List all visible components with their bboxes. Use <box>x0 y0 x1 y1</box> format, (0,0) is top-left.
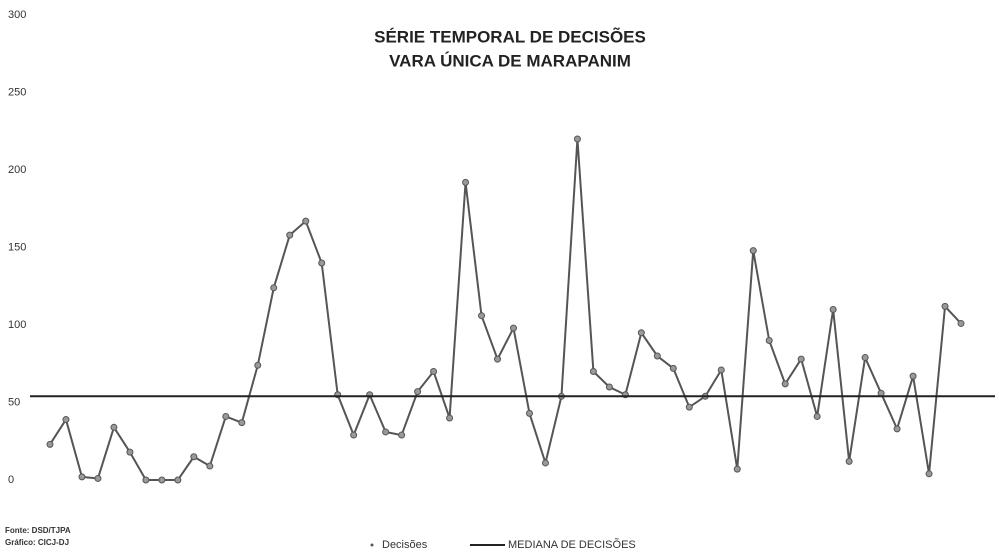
point <box>941 302 949 310</box>
point <box>637 329 645 337</box>
point <box>462 178 470 186</box>
point <box>525 409 533 417</box>
legend-label: Decisões <box>382 539 428 551</box>
point <box>733 465 741 473</box>
point <box>254 361 262 369</box>
point <box>669 364 677 372</box>
point <box>909 372 917 380</box>
legend-label: MEDIANA DE DECISÕES <box>508 538 636 551</box>
point <box>829 306 837 313</box>
y-tick-label: 100 <box>8 319 26 331</box>
point <box>509 324 517 332</box>
point <box>653 352 661 360</box>
point <box>206 462 214 470</box>
point <box>893 425 901 433</box>
point <box>398 431 406 439</box>
point <box>541 459 549 467</box>
point <box>126 448 134 456</box>
point <box>286 231 294 239</box>
point <box>797 355 805 363</box>
chart-subtitle: VARA ÚNICA DE MARAPANIM <box>389 51 631 70</box>
point <box>222 412 230 420</box>
point <box>494 355 502 363</box>
point <box>414 388 422 396</box>
point <box>446 414 454 422</box>
point <box>605 383 613 391</box>
point <box>685 403 693 411</box>
point <box>430 368 438 375</box>
point <box>190 453 198 461</box>
point <box>270 284 278 292</box>
point <box>158 476 166 484</box>
series-line <box>49 138 962 481</box>
point <box>142 476 150 484</box>
point <box>238 419 246 427</box>
point <box>318 259 326 267</box>
point <box>781 380 789 388</box>
y-tick-label: 50 <box>8 396 20 408</box>
point <box>94 474 102 482</box>
point <box>350 431 358 439</box>
point <box>573 135 581 143</box>
point <box>765 337 773 344</box>
point <box>46 440 54 448</box>
point <box>382 428 390 436</box>
point <box>861 354 869 362</box>
y-tick-label: 300 <box>8 9 26 21</box>
point <box>302 217 310 225</box>
point <box>845 457 853 465</box>
y-tick-label: 0 <box>8 474 14 486</box>
legend-marker <box>370 543 374 547</box>
point <box>813 412 821 420</box>
point <box>589 368 597 375</box>
point <box>174 476 182 484</box>
y-tick-label: 250 <box>8 86 26 98</box>
y-tick-label: 150 <box>8 241 26 253</box>
point <box>925 470 933 478</box>
chart-title: SÉRIE TEMPORAL DE DECISÕES <box>374 26 646 46</box>
point <box>749 247 757 255</box>
credit: Gráfico: CICJ-DJ <box>5 538 69 547</box>
point <box>478 312 486 320</box>
point <box>110 423 118 431</box>
point <box>62 416 70 424</box>
point <box>717 366 725 374</box>
point <box>957 319 965 327</box>
source: Fonte: DSD/TJPA <box>5 526 71 535</box>
point <box>78 473 86 481</box>
y-tick-label: 200 <box>8 164 26 176</box>
